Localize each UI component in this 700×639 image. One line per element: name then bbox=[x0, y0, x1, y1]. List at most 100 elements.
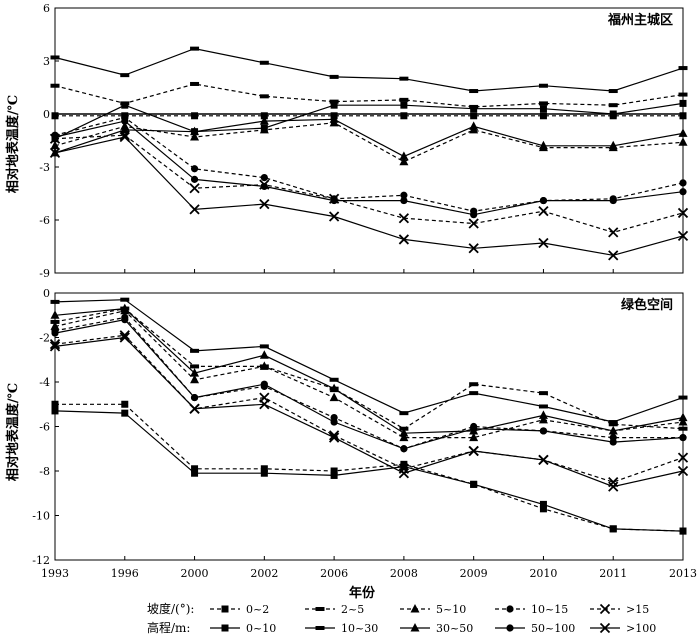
data-point-dash-marker bbox=[50, 83, 60, 88]
legend-square-marker bbox=[221, 624, 229, 632]
legend-item: 50~100 bbox=[495, 622, 575, 635]
data-point-triangle-marker bbox=[608, 425, 618, 435]
x-tick-label: 2006 bbox=[320, 567, 348, 580]
data-point-dash-marker bbox=[259, 94, 269, 99]
data-point-cross-marker bbox=[677, 465, 689, 477]
series-line bbox=[54, 310, 684, 439]
data-point-dash-marker bbox=[120, 73, 130, 78]
data-point-triangle-marker bbox=[50, 140, 60, 150]
data-point-square-marker bbox=[470, 112, 478, 120]
data-point-circle-marker bbox=[679, 179, 687, 187]
data-point-dash-marker bbox=[329, 74, 339, 79]
data-point-dash-marker bbox=[608, 103, 618, 108]
legend-cross-marker-stroke-b bbox=[599, 603, 611, 615]
data-point-cross-marker bbox=[328, 211, 340, 222]
data-point-cross-marker-stroke-b bbox=[328, 430, 340, 441]
panel-title: 绿色空间 bbox=[621, 297, 673, 313]
data-point-square-marker bbox=[400, 101, 408, 109]
series-elev-triangle bbox=[50, 114, 688, 160]
data-point-cross-marker-stroke-b bbox=[189, 183, 200, 194]
data-point-cross-marker-stroke-b bbox=[259, 399, 270, 410]
data-point-square-marker bbox=[51, 112, 59, 120]
data-point-circle-marker bbox=[470, 425, 478, 433]
data-point-circle-marker bbox=[121, 117, 129, 125]
data-point-cross-marker-stroke-b bbox=[49, 147, 61, 159]
x-axis: 1993 1996 2000 2002 2006 2008 2009 2010 2011 2013 bbox=[41, 269, 697, 580]
data-point-cross-marker-stroke-b bbox=[398, 234, 410, 245]
y-tick-label: 6 bbox=[43, 2, 50, 15]
data-point-cross-marker bbox=[538, 206, 549, 217]
panel-title: 福州主城区 bbox=[607, 12, 673, 28]
data-point-circle-marker bbox=[260, 174, 268, 182]
data-point-square-marker bbox=[539, 105, 547, 113]
series-line bbox=[54, 319, 684, 450]
series-elev-square bbox=[51, 407, 687, 535]
data-point-circle-marker bbox=[400, 196, 408, 205]
data-point-triangle-marker bbox=[259, 350, 269, 359]
legend-label: 10~30 bbox=[341, 622, 378, 635]
panel-main-city: 6 3 0 -3 -6 -9 福州主城区 bbox=[39, 2, 689, 280]
data-point-cross-marker bbox=[259, 399, 270, 410]
x-tick-label: 2011 bbox=[599, 567, 627, 580]
data-point-cross-marker bbox=[608, 481, 619, 492]
data-point-cross-marker-stroke-b bbox=[189, 204, 200, 215]
data-point-circle-marker bbox=[260, 380, 268, 388]
data-point-square-marker bbox=[51, 400, 59, 408]
series-line bbox=[54, 83, 684, 108]
legend-label: 0~2 bbox=[246, 603, 269, 616]
data-point-cross-marker-stroke-b bbox=[119, 332, 130, 343]
x-tick-label: 2013 bbox=[669, 567, 697, 580]
data-point-dash-marker bbox=[538, 391, 548, 396]
series-slope-square bbox=[51, 400, 687, 535]
x-tick-label: 2000 bbox=[181, 567, 209, 580]
y-tick-label: 0 bbox=[43, 108, 50, 121]
data-point-square-marker bbox=[470, 480, 478, 488]
data-point-cross-marker-stroke-b bbox=[677, 465, 689, 477]
data-point-dash-marker bbox=[190, 348, 200, 353]
data-point-circle-marker bbox=[400, 191, 408, 199]
data-point-square-marker bbox=[260, 124, 268, 132]
series-line bbox=[54, 336, 684, 488]
data-point-dash-marker bbox=[678, 66, 688, 71]
y-axis-label-top: 相对地表温度/℃ bbox=[5, 95, 21, 193]
data-point-triangle-marker bbox=[678, 137, 688, 146]
series-line bbox=[54, 134, 684, 234]
data-point-cross-marker-stroke-b bbox=[259, 198, 270, 210]
y-tick-label: 0 bbox=[43, 287, 50, 300]
legend-label: 30~50 bbox=[436, 622, 473, 635]
x-tick-label: 1993 bbox=[41, 567, 69, 580]
data-point-triangle-marker bbox=[329, 383, 339, 393]
data-point-triangle-marker bbox=[538, 414, 548, 424]
data-point-cross-marker-stroke-b bbox=[608, 481, 619, 492]
legend-item: 30~50 bbox=[400, 622, 473, 635]
series-line bbox=[55, 403, 684, 532]
legend-item: 10~30 bbox=[305, 622, 378, 635]
data-point-cross-marker-stroke-b bbox=[49, 341, 61, 352]
series-line bbox=[54, 307, 684, 430]
data-point-triangle-marker bbox=[190, 374, 200, 384]
panel-green-space: 0 -2 -4 -6 -8 -10 -12 绿色空间 bbox=[32, 287, 689, 567]
legend-label: 50~100 bbox=[531, 622, 575, 635]
y-tick-label: -8 bbox=[39, 465, 50, 478]
data-point-circle-marker bbox=[330, 196, 338, 205]
data-point-dash-marker bbox=[678, 395, 688, 400]
data-point-cross-marker bbox=[398, 234, 410, 245]
data-point-triangle-marker bbox=[329, 114, 339, 123]
data-point-dash-marker bbox=[538, 83, 548, 88]
data-point-dash-marker bbox=[120, 297, 130, 302]
data-point-dash-marker bbox=[678, 426, 688, 431]
data-point-square-marker bbox=[260, 465, 268, 473]
data-point-cross-marker bbox=[49, 341, 61, 352]
series-elev-circle bbox=[51, 117, 687, 219]
data-point-circle-marker bbox=[260, 182, 268, 191]
series-elev-triangle bbox=[50, 303, 688, 437]
legend-item: >100 bbox=[590, 622, 656, 635]
legend-cross-marker-stroke-b bbox=[599, 622, 611, 634]
data-point-cross-marker-stroke-b bbox=[189, 403, 200, 414]
data-point-cross-marker-stroke-b bbox=[328, 432, 340, 443]
series-line bbox=[54, 47, 684, 92]
data-point-cross-marker bbox=[119, 332, 130, 343]
series-elev-square bbox=[51, 99, 687, 143]
x-tick-label: 2010 bbox=[529, 567, 557, 580]
